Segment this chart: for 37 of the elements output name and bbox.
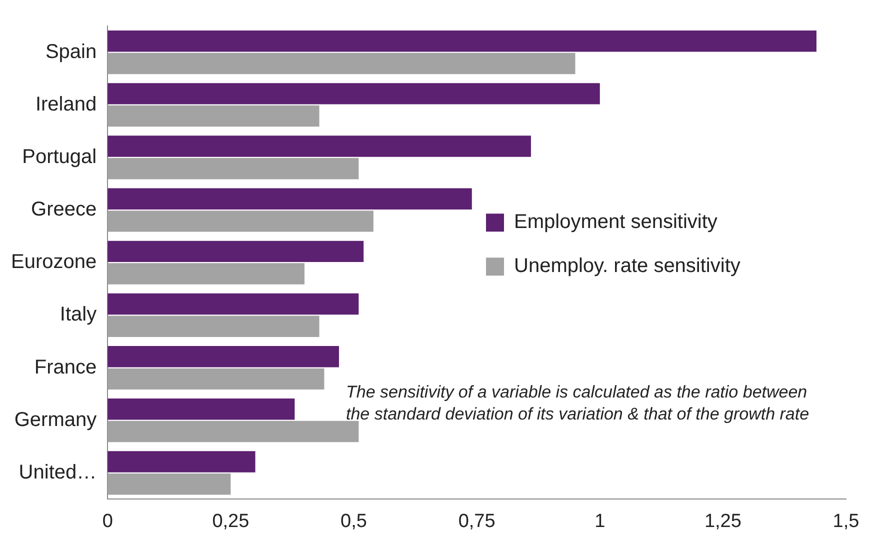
bar — [108, 158, 359, 180]
bar — [108, 346, 339, 368]
bar — [108, 368, 324, 390]
legend-label: Unemploy. rate sensitivity — [514, 255, 740, 278]
bar — [108, 30, 816, 52]
x-tick-label: 1 — [594, 510, 606, 532]
y-tick-label: Italy — [60, 304, 97, 326]
x-tick-label: 1,25 — [704, 510, 742, 532]
bar — [108, 473, 231, 495]
bar — [108, 188, 472, 210]
x-tick-label: 0 — [102, 510, 113, 532]
x-tick-label: 0,75 — [458, 510, 496, 532]
y-tick-label: France — [34, 356, 97, 378]
bar — [108, 293, 359, 315]
legend-label: Employment sensitivity — [514, 211, 718, 234]
bar — [108, 398, 295, 420]
x-tick-label: 0,5 — [340, 510, 367, 532]
bar — [108, 105, 320, 127]
y-tick-label: Ireland — [35, 93, 97, 116]
bar — [108, 263, 305, 284]
bar — [108, 451, 256, 472]
bar — [108, 83, 600, 104]
y-tick-label: Greece — [31, 198, 97, 221]
bar — [108, 210, 374, 232]
y-tick-label: Portugal — [22, 146, 97, 168]
y-tick-label: United… — [18, 461, 97, 484]
bar — [108, 240, 364, 262]
y-tick-label: Eurozone — [10, 251, 97, 274]
y-tick-label: Germany — [14, 408, 97, 431]
x-tick-label: 1,5 — [832, 510, 860, 532]
y-tick-label: Spain — [45, 40, 97, 63]
x-tick-label: 0,25 — [212, 510, 250, 532]
annotation: The sensitivity of a variable is calculated as the ratio between the standard deviation of its variation & that of the growth rate — [346, 382, 810, 424]
bar — [108, 420, 359, 442]
bar — [108, 316, 320, 337]
bar — [108, 52, 576, 74]
bar — [108, 136, 531, 157]
